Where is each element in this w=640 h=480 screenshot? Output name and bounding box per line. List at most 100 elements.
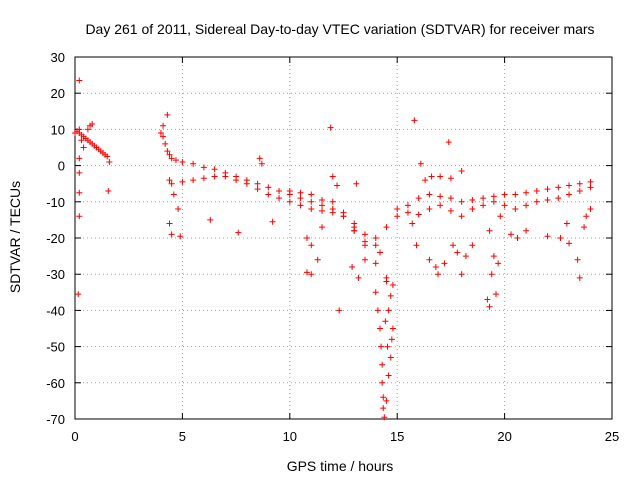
data-point (387, 354, 394, 361)
data-point (297, 189, 304, 196)
data-point (265, 184, 272, 191)
data-point (372, 235, 379, 241)
data-point (523, 202, 530, 209)
data-point (555, 184, 562, 191)
data-point (303, 269, 310, 276)
data-point (340, 209, 347, 216)
data-point (380, 405, 387, 412)
data-point (329, 209, 336, 216)
data-point (394, 206, 401, 213)
data-point (164, 148, 171, 155)
data-point (484, 296, 491, 303)
data-point (435, 271, 442, 278)
x-tick-label: 20 (497, 429, 511, 444)
data-point (297, 195, 304, 202)
data-point (76, 155, 83, 162)
data-point (469, 196, 476, 203)
data-point (166, 177, 173, 184)
data-point (168, 180, 175, 187)
x-tick-labels: 0 5 10 15 20 25 (71, 429, 619, 444)
data-point (160, 122, 167, 129)
data-point (574, 256, 581, 263)
data-point (308, 271, 315, 278)
data-point (170, 191, 177, 198)
data-point (190, 160, 197, 167)
y-tick-label: -60 (46, 376, 65, 391)
data-point (372, 242, 379, 249)
data-point (76, 189, 83, 196)
data-point (417, 160, 424, 167)
data-point (404, 202, 411, 209)
data-point (523, 227, 530, 234)
data-point (523, 189, 530, 196)
data-point (378, 343, 385, 350)
data-point (104, 153, 111, 160)
data-point (87, 122, 94, 129)
y-tick-label: -50 (46, 340, 65, 355)
data-point (566, 191, 573, 198)
data-point (566, 240, 573, 247)
data-point (447, 195, 454, 202)
data-point (211, 166, 218, 173)
data-point (576, 180, 583, 187)
data-point (437, 202, 444, 209)
data-point (428, 173, 435, 180)
data-point (308, 242, 315, 249)
data-point (254, 180, 261, 187)
data-point (497, 213, 504, 220)
data-point (276, 187, 283, 194)
data-point (166, 220, 173, 227)
data-point (501, 191, 508, 198)
y-axis-label: SDTVAR / TECUs (7, 181, 23, 293)
data-point (437, 173, 444, 180)
data-point (409, 220, 416, 227)
data-point (269, 218, 276, 225)
data-point (383, 397, 390, 404)
x-tick-label: 15 (390, 429, 404, 444)
data-point (437, 193, 444, 200)
data-point (469, 206, 476, 213)
data-point (501, 202, 508, 209)
data-point (265, 191, 272, 198)
y-tick-label: -10 (46, 195, 65, 210)
data-point (458, 168, 465, 175)
data-point (162, 140, 169, 147)
data-point (76, 169, 83, 176)
data-point (555, 195, 562, 202)
data-point (379, 361, 386, 368)
x-tick-label: 25 (605, 429, 619, 444)
data-point (490, 198, 497, 205)
chart-title: Day 261 of 2011, Sidereal Day-to-day VTE… (85, 21, 594, 37)
data-point (76, 130, 83, 137)
data-point (512, 191, 519, 198)
data-point (308, 191, 315, 198)
data-point (462, 253, 469, 260)
data-point (168, 231, 175, 238)
data-point (512, 206, 519, 213)
x-axis-label: GPS time / hours (287, 458, 394, 474)
data-point (190, 177, 197, 184)
data-point (508, 231, 515, 238)
data-point (349, 263, 356, 270)
data-point (441, 260, 448, 267)
data-point (314, 256, 321, 263)
data-point (303, 235, 310, 241)
data-point (389, 325, 396, 332)
data-point (329, 198, 336, 205)
data-point (286, 187, 293, 194)
x-tick-label: 0 (71, 429, 78, 444)
data-point (286, 198, 293, 205)
data-point (587, 206, 594, 213)
data-point (319, 196, 326, 203)
axis-ticks (74, 56, 613, 420)
data-point (233, 177, 240, 184)
data-point (177, 233, 184, 240)
data-point (426, 206, 433, 213)
data-point (445, 139, 452, 146)
data-point (581, 224, 588, 231)
data-point (78, 137, 85, 144)
data-point (388, 336, 395, 343)
data-point (480, 202, 487, 209)
data-point (319, 207, 326, 214)
data-point (488, 271, 495, 278)
